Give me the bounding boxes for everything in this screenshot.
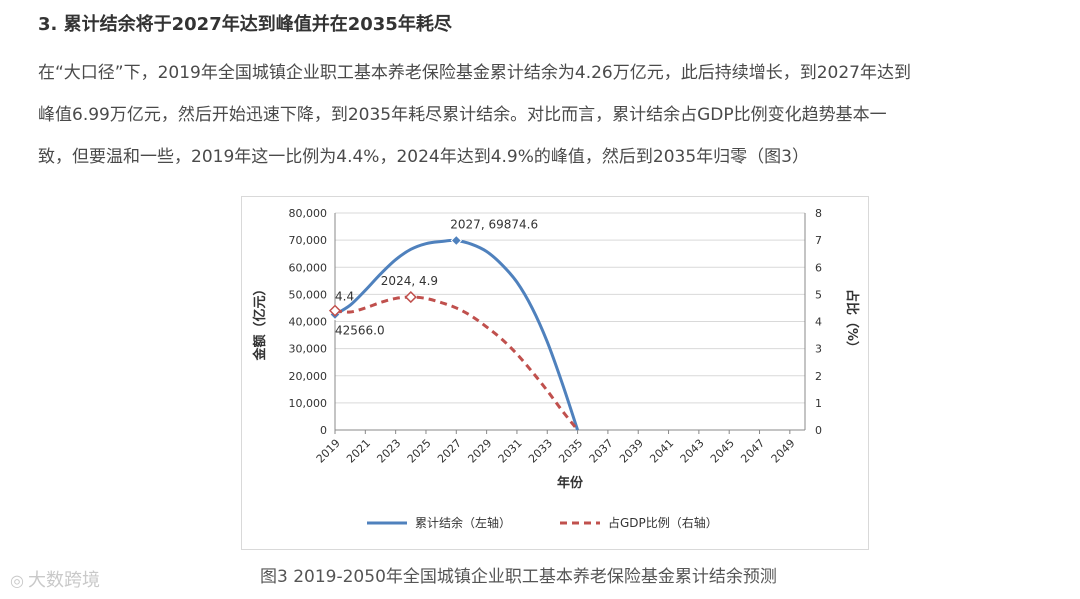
legend-label: 占GDP比例（右轴） [608, 515, 718, 530]
y-right-tick-label: 7 [815, 234, 822, 247]
watermark-text: 大数跨境 [27, 570, 100, 591]
figure-caption: 图3 2019-2050年全国城镇企业职工基本养老保险基金累计结余预测 [260, 567, 777, 587]
x-tick-label: 2039 [617, 437, 646, 466]
y-left-tick-label: 20,000 [289, 370, 328, 383]
watermark: ◎ 大数跨境 [10, 566, 100, 592]
y-left-tick-label: 80,000 [289, 207, 328, 220]
x-tick-label: 2047 [738, 437, 767, 466]
y-left-axis-title: 金额（亿元） [252, 282, 268, 361]
x-tick-label: 2023 [374, 437, 403, 466]
paragraph-line: 在“大口径”下，2019年全国城镇企业职工基本养老保险基金累计结余为4.26万亿… [38, 63, 911, 83]
data-point-marker [450, 234, 462, 247]
y-right-tick-label: 4 [815, 316, 822, 329]
y-left-tick-label: 60,000 [289, 261, 328, 274]
x-tick-label: 2033 [526, 437, 555, 466]
x-axis-title: 年份 [557, 475, 584, 491]
chart-frame: 0 10,000 20,000 30,000 40,000 50,000 60,000 70,… [241, 196, 869, 550]
y-right-tick-label: 1 [815, 397, 822, 410]
data-label: 4.4 [335, 290, 354, 304]
label-layer: 42566.0 2027, 69874.6 4.4 2024, 4.9 [328, 217, 538, 338]
y-right-tick-label: 0 [815, 424, 822, 437]
paragraph-line: 致，但要温和一些，2019年这一比例为4.4%，2024年达到4.9%的峰值，然… [38, 147, 809, 167]
y-left-tick-label: 0 [320, 424, 327, 437]
y-right-tick-label: 8 [815, 207, 822, 220]
x-tick-label: 2027 [435, 437, 464, 466]
y-left-tick-label: 30,000 [289, 343, 328, 356]
data-point-marker [328, 304, 342, 317]
x-tick-label: 2025 [405, 437, 434, 466]
x-tick-label: 2037 [587, 437, 616, 466]
x-tick-label: 2031 [496, 437, 525, 466]
y-right-tick-label: 5 [815, 288, 822, 301]
y-right-tick-label: 6 [815, 261, 822, 274]
pension-fund-chart: 0 10,000 20,000 30,000 40,000 50,000 60,000 70,… [252, 207, 860, 530]
camera-icon: ◎ [10, 571, 24, 590]
x-tick-label: 2049 [769, 437, 798, 466]
series-line-gdp-ratio [334, 295, 579, 431]
y-right-axis-title: 占比（%） [844, 289, 860, 354]
y-left-tick-label: 10,000 [289, 397, 328, 410]
y-left-tick-label: 70,000 [289, 234, 328, 247]
x-tick-label: 2019 [314, 437, 343, 466]
y-left-tick-label: 40,000 [289, 316, 328, 329]
data-label: 2027, 69874.6 [450, 217, 538, 231]
y-right-tick-label: 3 [815, 343, 822, 356]
data-label: 2024, 4.9 [381, 274, 438, 288]
legend-layer: 累计结余（左轴） 占GDP比例（右轴） [367, 515, 718, 530]
section-heading: 3. 累计结余将于2027年达到峰值并在2035年耗尽 [38, 14, 452, 35]
x-tick-label: 2035 [556, 437, 585, 466]
paragraph: 在“大口径”下，2019年全国城镇企业职工基本养老保险基金累计结余为4.26万亿… [38, 52, 1068, 178]
y-right-tick-label: 2 [815, 370, 822, 383]
data-label: 42566.0 [335, 324, 385, 338]
y-left-tick-label: 50,000 [289, 288, 328, 301]
x-tick-label: 2021 [344, 437, 373, 466]
x-tick-label: 2043 [678, 437, 707, 466]
grid-layer [335, 212, 805, 404]
x-tick-label: 2045 [708, 437, 737, 466]
x-tick-label: 2029 [465, 437, 494, 466]
paragraph-line: 峰值6.99万亿元，然后开始迅速下降，到2035年耗尽累计结余。对比而言，累计结… [38, 105, 887, 125]
data-point-marker [404, 291, 417, 304]
legend-label: 累计结余（左轴） [415, 515, 511, 530]
x-tick-label: 2041 [647, 437, 676, 466]
